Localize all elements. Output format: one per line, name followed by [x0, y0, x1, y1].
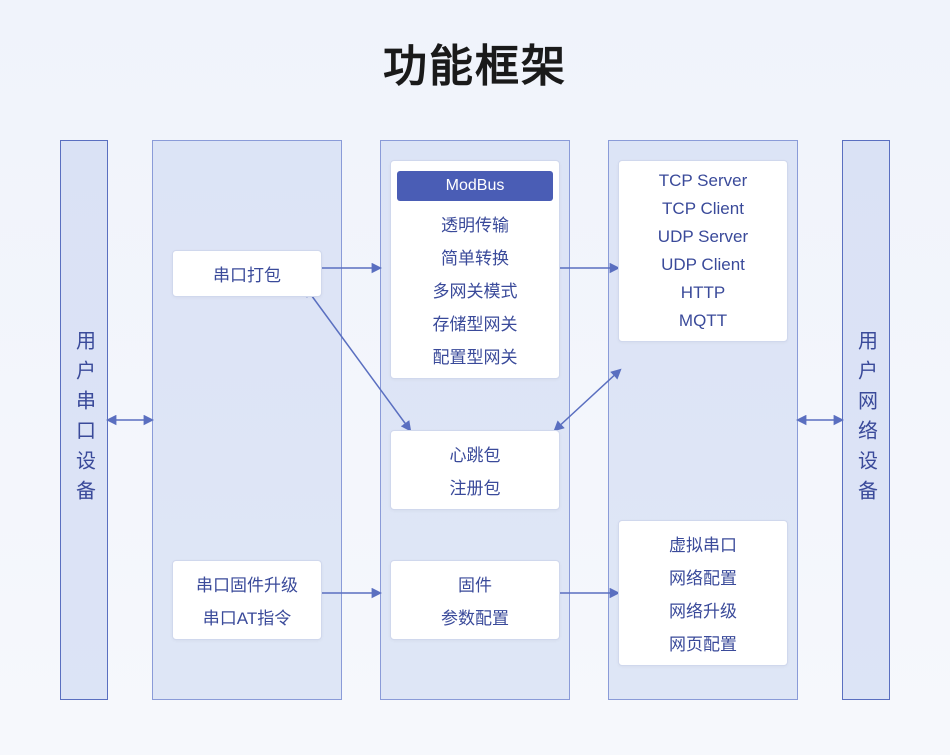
card-line: 网页配置: [669, 630, 737, 655]
card-c2bot: 固件参数配置: [390, 560, 560, 640]
card-c2top: ModBus 透明传输简单转换多网关模式存储型网关配置型网关: [390, 160, 560, 379]
card-line: 配置型网关: [433, 343, 518, 368]
card-line: TCP Server: [659, 171, 748, 191]
right-rail-label: 用户网络设备: [852, 330, 881, 510]
card-c1bot: 串口固件升级串口AT指令: [172, 560, 322, 640]
card-line: UDP Server: [658, 227, 748, 247]
left-rail-label: 用户串口设备: [70, 330, 99, 510]
card-line: 串口AT指令: [203, 604, 291, 629]
card-line: 心跳包: [450, 441, 501, 466]
card-line: 透明传输: [441, 211, 509, 236]
card-line: 参数配置: [441, 604, 509, 629]
card-line: 网络升级: [669, 597, 737, 622]
card-c1top: 串口打包: [172, 250, 322, 297]
card-line: UDP Client: [661, 255, 745, 275]
card-line: 存储型网关: [433, 310, 518, 335]
diagram-canvas: 用户串口设备 用户网络设备 串口打包串口固件升级串口AT指令 ModBus 透明传输…: [60, 140, 890, 700]
card-c3top: TCP Server TCP Client UDP Server UDP Client…: [618, 160, 788, 342]
card-c2mid: 心跳包注册包: [390, 430, 560, 510]
right-rail: 用户网络设备: [842, 140, 890, 700]
card-line: 串口打包: [213, 261, 281, 286]
card-line: 多网关模式: [433, 277, 518, 302]
card-line: 串口固件升级: [196, 571, 298, 596]
card-c3bot: 虚拟串口网络配置网络升级网页配置: [618, 520, 788, 666]
left-rail: 用户串口设备: [60, 140, 108, 700]
card-header: ModBus: [397, 171, 553, 201]
card-line: 固件: [458, 571, 492, 596]
card-line: TCP Client: [662, 199, 744, 219]
card-line: MQTT: [679, 311, 727, 331]
card-line: 虚拟串口: [669, 531, 737, 556]
card-line: 简单转换: [441, 244, 509, 269]
card-line: 注册包: [450, 474, 501, 499]
card-line: 网络配置: [669, 564, 737, 589]
diagram-title: 功能框架: [0, 0, 950, 94]
card-line: HTTP: [681, 283, 725, 303]
